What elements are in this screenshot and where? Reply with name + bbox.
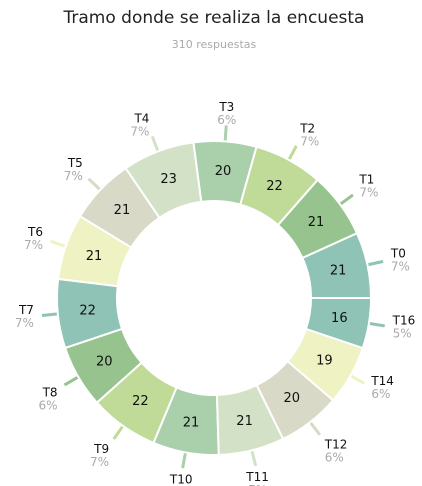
percent-label: 7% [248,483,267,486]
leader-line [87,177,101,191]
category-label: T1 [358,173,374,187]
leader-line [339,193,354,206]
category-label: T11 [245,470,269,484]
leader-line [50,239,66,248]
category-label: T10 [169,472,193,486]
leader-line [63,376,79,387]
category-label: T2 [299,121,315,135]
category-label: T0 [390,246,406,260]
category-label: T12 [324,438,348,452]
leader-line [309,422,322,436]
category-label: T7 [18,303,34,317]
percent-label: 6% [325,451,344,465]
percent-label: 6% [39,399,58,413]
value-label: 20 [215,164,232,179]
value-label: 21 [330,264,347,279]
category-label: T9 [93,442,109,456]
leader-line [250,450,258,467]
value-label: 20 [283,391,300,406]
category-label: T6 [27,225,43,239]
percent-label: 7% [90,455,109,469]
percent-label: 7% [359,186,378,200]
leader-line [41,312,57,317]
value-label: 19 [316,353,333,368]
leader-line [368,259,384,267]
chart-title: Tramo donde se realiza la encuesta [63,8,365,28]
category-label: T8 [42,386,58,400]
leader-line [369,322,385,328]
leader-line [223,125,228,141]
category-label: T3 [218,100,234,114]
category-label: T14 [370,374,394,388]
value-label: 21 [114,203,131,218]
value-label: 21 [308,215,325,230]
value-label: 21 [183,415,200,430]
value-label: 21 [236,414,253,429]
leader-line [112,425,124,440]
percent-label: 6% [217,113,236,127]
donut-segment [304,297,373,350]
leader-line [350,374,366,385]
category-label: T5 [67,156,83,170]
percent-label: 7% [24,238,43,252]
leader-line [150,135,160,151]
value-label: 22 [79,303,96,318]
chart-subtitle: 310 respuestas [172,38,257,51]
percent-label: 6% [371,387,390,401]
percent-label: 7% [15,316,34,330]
percent-label: 5% [393,327,412,341]
value-label: 20 [96,354,113,369]
value-label: 23 [160,172,177,187]
percent-label: 7% [64,169,83,183]
percent-label: 7% [391,259,410,273]
value-label: 22 [132,394,149,409]
leader-line [287,145,298,160]
category-label: T4 [133,111,149,125]
leader-line [181,453,187,469]
percent-label: 7% [300,134,319,148]
value-label: 21 [86,249,103,264]
value-label: 22 [266,179,283,194]
value-label: 16 [331,311,348,326]
percent-label: 7% [130,124,149,138]
category-label: T16 [392,314,416,328]
